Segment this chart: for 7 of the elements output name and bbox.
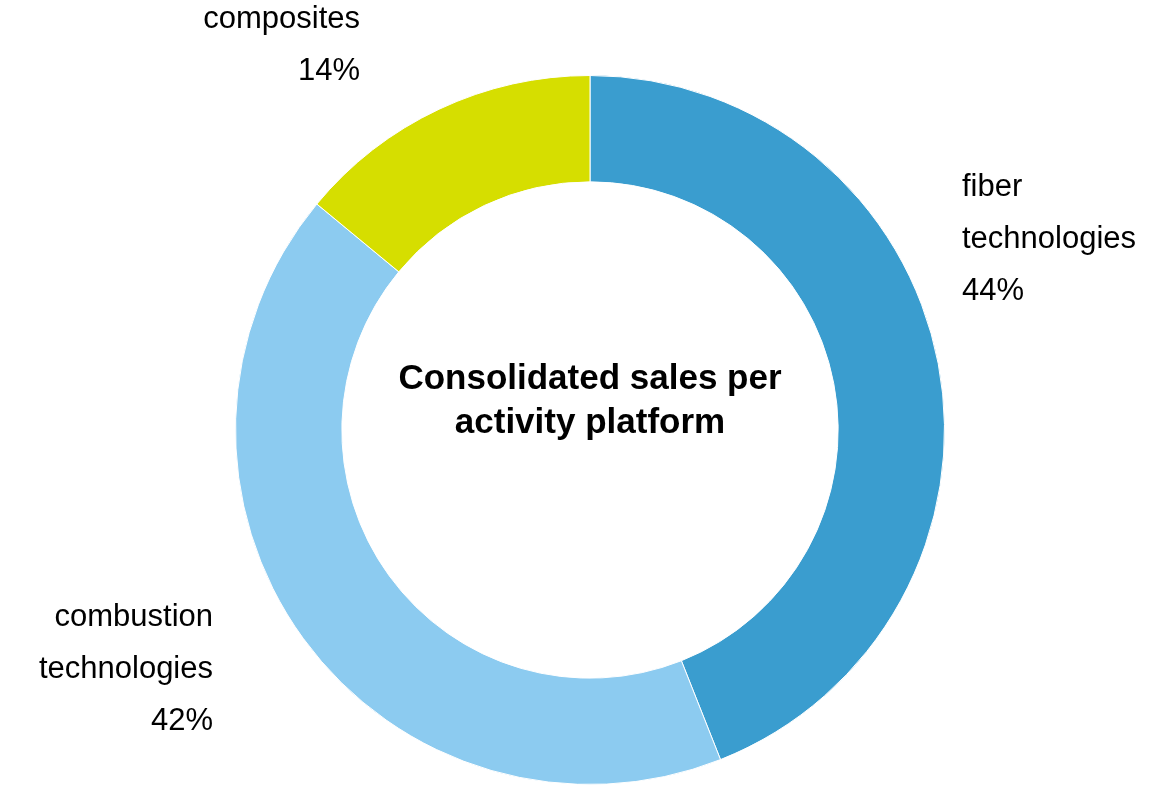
data-label: 44% (962, 272, 1025, 308)
data-label: 14% (297, 52, 360, 88)
slice-label: combustion technologies (38, 598, 213, 686)
slice-label: composites (203, 0, 360, 36)
slice-label: fiber technologies (962, 168, 1137, 256)
text: Consolidated sales per activity platform (397, 356, 783, 442)
data-label: 42% (150, 702, 213, 738)
